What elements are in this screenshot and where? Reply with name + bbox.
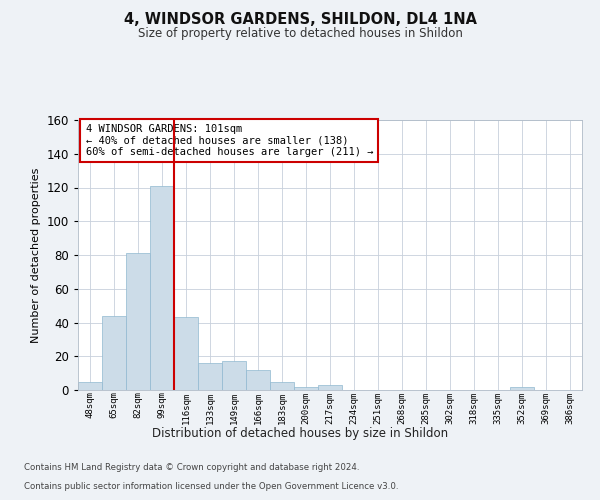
Bar: [174, 318, 198, 390]
Bar: [198, 363, 222, 390]
Bar: [510, 386, 534, 390]
Text: Contains HM Land Registry data © Crown copyright and database right 2024.: Contains HM Land Registry data © Crown c…: [24, 464, 359, 472]
Bar: [78, 382, 102, 390]
Bar: [246, 370, 270, 390]
Text: 4, WINDSOR GARDENS, SHILDON, DL4 1NA: 4, WINDSOR GARDENS, SHILDON, DL4 1NA: [124, 12, 476, 28]
Bar: [270, 382, 294, 390]
Bar: [150, 186, 174, 390]
Text: Size of property relative to detached houses in Shildon: Size of property relative to detached ho…: [137, 28, 463, 40]
Bar: [294, 386, 318, 390]
Bar: [318, 385, 342, 390]
Text: Contains public sector information licensed under the Open Government Licence v3: Contains public sector information licen…: [24, 482, 398, 491]
Text: Distribution of detached houses by size in Shildon: Distribution of detached houses by size …: [152, 428, 448, 440]
Bar: [222, 362, 246, 390]
Bar: [126, 254, 150, 390]
Bar: [102, 316, 126, 390]
Text: 4 WINDSOR GARDENS: 101sqm
← 40% of detached houses are smaller (138)
60% of semi: 4 WINDSOR GARDENS: 101sqm ← 40% of detac…: [86, 124, 373, 157]
Y-axis label: Number of detached properties: Number of detached properties: [31, 168, 41, 342]
